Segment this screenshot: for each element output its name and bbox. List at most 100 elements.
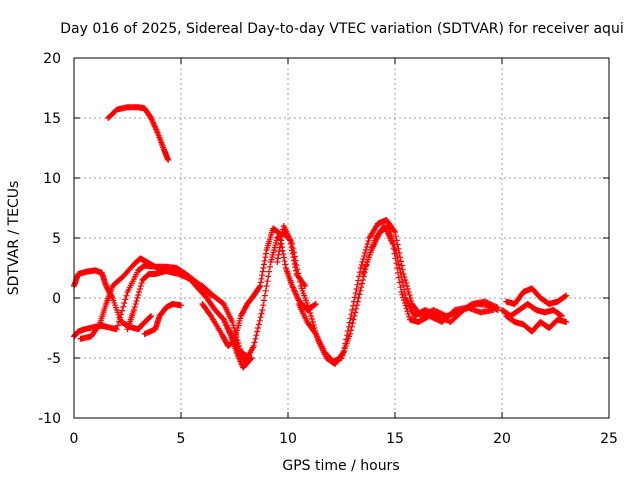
chart-title: Day 016 of 2025, Sidereal Day-to-day VTE… <box>60 21 623 37</box>
data-point <box>276 244 283 251</box>
data-point <box>393 250 400 256</box>
data-point <box>349 320 356 327</box>
data-point <box>148 313 155 319</box>
data-point <box>275 251 282 258</box>
data-point <box>563 319 570 325</box>
data-point <box>262 250 269 257</box>
data-point <box>394 253 401 259</box>
series-track-a <box>105 104 172 163</box>
data-point <box>406 292 413 298</box>
data-point <box>405 289 412 295</box>
data-point <box>359 280 366 287</box>
data-point <box>563 292 570 299</box>
data-point <box>352 290 359 297</box>
x-tick-label: 10 <box>279 431 297 447</box>
data-point <box>261 297 268 304</box>
x-tick-labels: 0 5 10 15 20 25 <box>70 431 618 447</box>
data-point <box>121 300 128 307</box>
data-point <box>274 259 281 265</box>
data-point <box>289 241 296 247</box>
data-point <box>256 283 263 290</box>
data-point <box>265 273 272 280</box>
data-point <box>363 244 370 250</box>
data-point <box>123 292 130 299</box>
data-point <box>278 237 285 244</box>
data-point <box>399 278 406 285</box>
data-point <box>352 309 359 316</box>
data-point <box>137 283 144 289</box>
data-point <box>119 307 126 314</box>
data-point <box>293 262 300 268</box>
data-point <box>389 238 396 244</box>
data-point <box>385 223 392 229</box>
data-point <box>264 278 271 285</box>
data-point <box>133 298 140 304</box>
data-point <box>295 270 302 277</box>
data-point <box>394 257 401 264</box>
data-point <box>281 258 288 265</box>
data-point <box>260 265 267 271</box>
data-point <box>292 257 299 264</box>
data-point <box>400 282 407 289</box>
data-point <box>396 265 403 272</box>
data-point <box>280 254 287 261</box>
data-point <box>262 287 269 294</box>
data-point <box>147 313 154 320</box>
data-point <box>308 316 315 322</box>
data-point <box>365 238 372 244</box>
data-point <box>136 289 143 295</box>
series-track-f <box>141 301 184 337</box>
x-axis-title: GPS time / hours <box>282 458 399 474</box>
data-point <box>404 308 411 315</box>
data-point <box>362 247 369 253</box>
series-track-k <box>359 223 501 325</box>
data-point <box>290 249 297 256</box>
data-point <box>122 296 129 303</box>
data-point <box>136 286 143 292</box>
data-point <box>259 272 266 279</box>
data-point <box>274 255 281 262</box>
data-point <box>259 307 266 313</box>
y-tick-label: 15 <box>43 111 61 127</box>
data-point <box>252 335 259 342</box>
data-point <box>362 250 369 256</box>
data-point <box>291 253 298 260</box>
data-point <box>308 313 315 319</box>
data-point <box>347 331 354 337</box>
data-point <box>95 322 102 329</box>
series-track-c <box>71 267 155 333</box>
data-point <box>364 241 371 247</box>
data-point <box>282 261 289 268</box>
plot-frame <box>73 57 610 419</box>
data-point <box>257 283 264 289</box>
data-point <box>361 253 368 259</box>
data-points <box>71 104 570 371</box>
data-point <box>401 290 408 297</box>
data-point <box>391 244 398 250</box>
data-point <box>400 286 407 293</box>
x-tick-label: 25 <box>600 431 618 447</box>
data-point <box>348 323 355 330</box>
data-point <box>277 241 284 247</box>
data-point <box>357 287 364 294</box>
x-tick-label: 15 <box>386 431 404 447</box>
data-point <box>301 281 308 288</box>
data-point <box>230 322 237 328</box>
data-point <box>280 251 287 258</box>
y-tick-label: 0 <box>52 291 61 307</box>
data-point <box>266 268 273 275</box>
data-point <box>251 339 258 346</box>
data-point <box>261 292 268 299</box>
data-point <box>258 310 265 317</box>
data-point <box>402 277 409 283</box>
data-point <box>165 157 172 163</box>
data-point <box>353 302 360 309</box>
data-point <box>392 247 399 253</box>
data-point <box>405 311 412 318</box>
data-point <box>113 326 120 333</box>
data-point <box>276 248 283 255</box>
data-point <box>397 269 404 276</box>
data-point <box>259 268 266 275</box>
data-point <box>114 322 121 329</box>
data-point <box>306 307 313 313</box>
